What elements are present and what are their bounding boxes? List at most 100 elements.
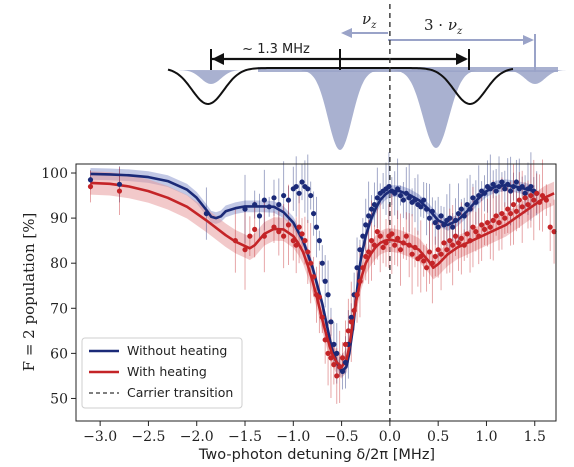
with-heating-data-point: [296, 224, 302, 230]
y-tick-label: 100: [41, 166, 68, 182]
sideband-dip-0: [179, 70, 243, 84]
with-heating-data-point: [467, 238, 473, 244]
with-heating-data-point: [406, 242, 412, 248]
without-heating-data-point: [285, 197, 292, 203]
with-heating-data-point: [290, 238, 296, 244]
with-heating-data-point: [316, 294, 322, 300]
y-tick-label: 60: [50, 346, 68, 362]
x-tick-label: −2.5: [131, 429, 165, 445]
without-heating-data-point: [432, 220, 438, 226]
with-heating-data-point: [116, 188, 123, 194]
legend-box: [81, 337, 243, 409]
with-heating-data-point: [366, 249, 372, 255]
with-heating-data-point: [409, 251, 415, 257]
without-heating-data-point: [242, 206, 248, 212]
with-heating-data-point: [539, 192, 546, 199]
x-tick-label: −1.0: [276, 429, 310, 445]
with-heating-data-point: [285, 222, 292, 228]
with-heating-data-point: [479, 222, 485, 228]
three-nu-label: 3 · νz: [424, 16, 463, 37]
plot-area: −3.0 −2.5 −2.0 −1.5 −1.0 −0.5 0.0 0.5 1.0 1.5 50 6…: [41, 152, 557, 445]
legend-label-without-heating: Without heating: [127, 343, 227, 358]
without-heating-data-point: [252, 201, 258, 208]
with-heating-data-point: [508, 210, 514, 217]
without-heating-data-point: [374, 195, 380, 201]
without-heating-data-point: [513, 179, 520, 185]
with-heating-data-point: [536, 199, 543, 205]
x-tick-label: −3.0: [83, 429, 117, 445]
with-heating-data-point: [481, 226, 488, 232]
without-heating-data-point: [319, 260, 325, 266]
with-heating-data-point: [447, 238, 453, 244]
without-heating-data-point: [510, 183, 517, 190]
without-heating-data-point: [467, 206, 473, 212]
without-heating-data-point: [447, 215, 453, 221]
with-heating-data-point: [432, 253, 438, 260]
legend-label-carrier: Carrier transition: [127, 385, 233, 400]
without-heating-data-point: [281, 192, 287, 199]
with-heating-data-point: [426, 249, 433, 255]
without-heating-data-point: [470, 195, 476, 201]
with-heating-data-point: [543, 197, 549, 203]
without-heating-data-point: [261, 197, 267, 203]
data-points: [87, 177, 557, 379]
with-heating-data-point: [435, 247, 441, 253]
without-heating-data-point: [435, 224, 441, 230]
with-heating-data-point: [461, 242, 467, 248]
sideband-filled-dips: [179, 67, 567, 150]
without-heating-data-point: [464, 201, 470, 208]
sideband-dip-1: [301, 70, 379, 150]
without-heating-data-point: [310, 210, 317, 217]
with-heating-data-point: [319, 314, 325, 320]
with-heating-data-point: [534, 190, 540, 196]
without-heating-data-point: [406, 195, 412, 201]
with-heating-data-point: [302, 238, 308, 244]
with-heating-data-point: [374, 229, 380, 235]
with-heating-data-point: [351, 307, 357, 314]
with-heating-data-point: [271, 224, 277, 230]
without-heating-data-point: [528, 183, 534, 190]
with-heating-data-point: [345, 328, 351, 334]
without-heating-fit-line: [90, 172, 536, 373]
legend: Without heating With heating Carrier tra…: [81, 337, 243, 409]
with-heating-data-point: [458, 235, 464, 241]
span-arrow-head-left: [212, 53, 224, 65]
with-heating-data-point: [400, 240, 407, 246]
with-heating-data-point: [547, 224, 553, 230]
y-tick-label: 80: [50, 256, 68, 272]
without-heating-data-point: [455, 210, 462, 217]
with-heating-data-point: [484, 220, 491, 226]
without-heating-data-point: [313, 224, 320, 230]
with-heating-data-point: [322, 337, 328, 343]
without-heating-data-point: [505, 181, 511, 187]
with-heating-data-point: [371, 242, 378, 248]
with-heating-data-point: [305, 249, 311, 255]
without-heating-data-point: [325, 292, 331, 298]
with-heating-data-point: [380, 244, 386, 251]
without-heating-data-point: [116, 181, 123, 187]
without-heating-data-point: [266, 204, 272, 210]
y-tick-label: 70: [50, 301, 68, 317]
with-heating-data-point: [377, 233, 383, 239]
sideband-schematic: ~ 1.3 MHz νz 3 · νz: [167, 10, 567, 150]
without-heating-data-point: [461, 213, 467, 219]
with-heating-data-point: [395, 235, 401, 241]
three-nu-arrow-head: [523, 35, 534, 45]
with-heating-data-point: [247, 233, 253, 239]
with-heating-data-point: [470, 224, 476, 230]
without-heating-data-point: [400, 197, 407, 203]
x-tick-label: 1.0: [475, 429, 497, 445]
with-heating-data-point: [551, 229, 557, 235]
without-heating-data-point: [423, 206, 430, 212]
with-heating-data-point: [392, 242, 398, 248]
with-heating-data-point: [337, 364, 343, 370]
with-heating-data-point: [348, 319, 354, 325]
x-axis-label: Two-photon detuning δ/2π [MHz]: [198, 447, 435, 463]
without-heating-data-point: [299, 179, 305, 185]
with-heating-data-point: [493, 213, 499, 219]
without-heating-data-point: [452, 217, 459, 223]
sideband-baseline: [258, 67, 558, 72]
with-heating-data-point: [87, 183, 94, 190]
without-heating-data-point: [502, 186, 508, 192]
without-heating-data-point: [458, 206, 464, 212]
